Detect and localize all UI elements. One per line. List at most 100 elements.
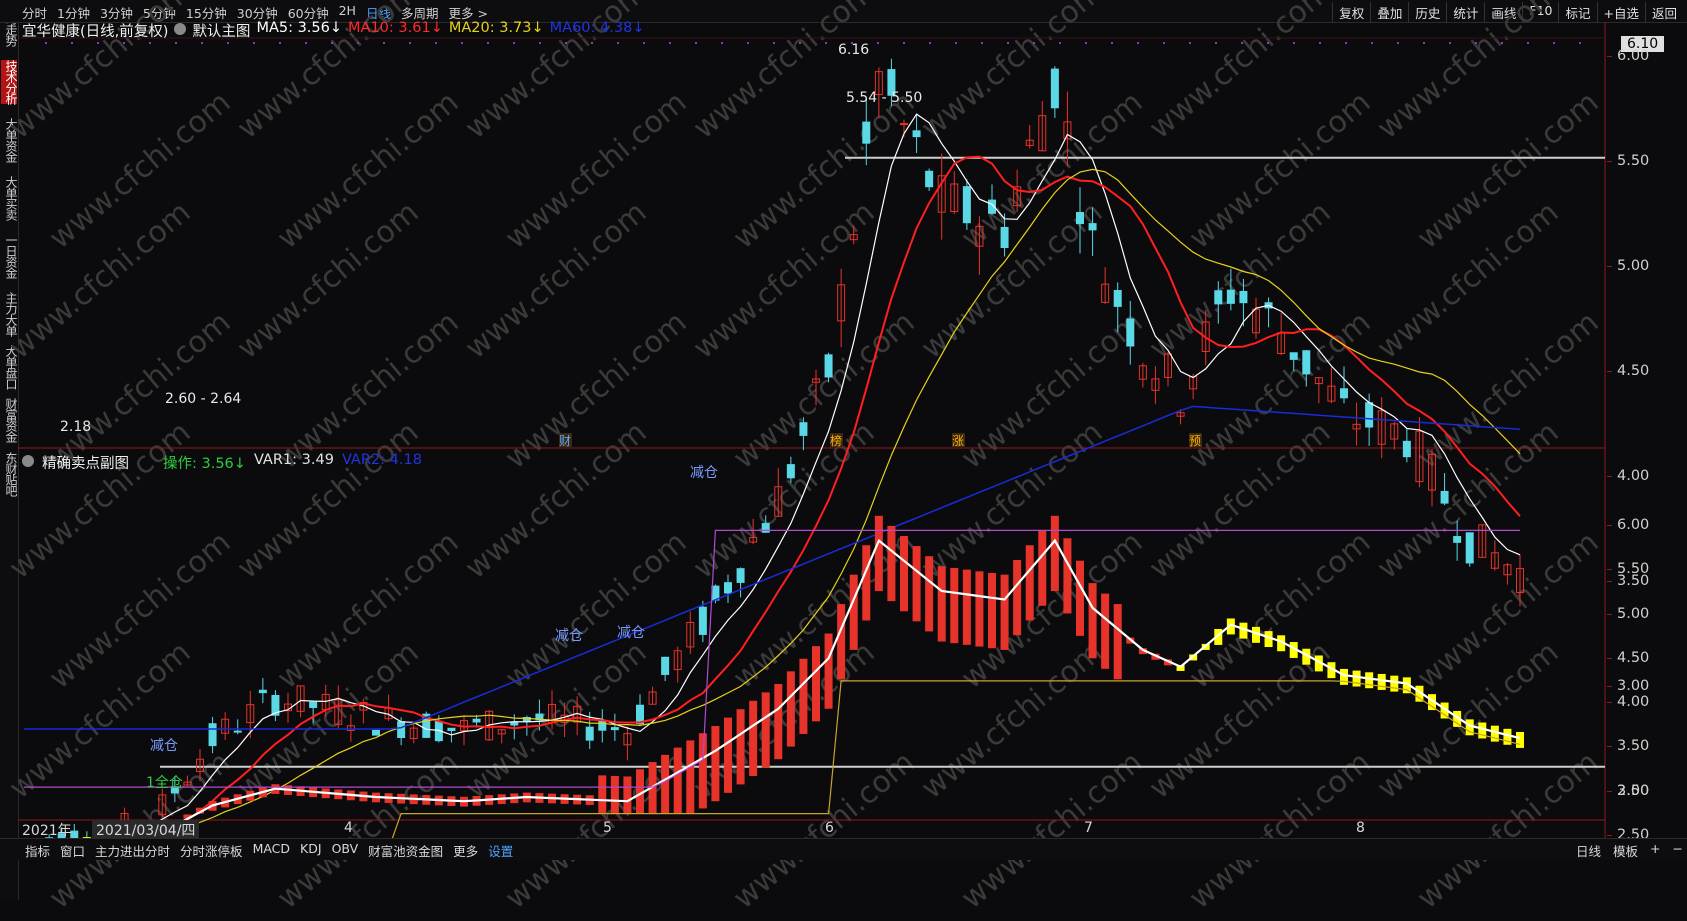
left-tab[interactable]: 东财贴吧 [4, 452, 18, 496]
candle-body [258, 689, 267, 694]
candle-body [1314, 377, 1323, 385]
hold-bar [1289, 642, 1298, 658]
period-tab[interactable]: 3分钟 [99, 6, 133, 21]
left-tab[interactable]: 财富资金 [4, 398, 18, 442]
candle-body [912, 130, 921, 138]
event-marker: 预 [1189, 434, 1201, 448]
marker-dot [669, 42, 671, 44]
bottom-control[interactable]: 模板 [1613, 844, 1639, 859]
reduce-signal: 减仓 [555, 628, 583, 644]
bottom-control[interactable]: − [1672, 841, 1683, 856]
stock-title[interactable]: 宜华健康(日线,前复权) [22, 24, 169, 40]
candle-body [636, 704, 644, 725]
sub-chart-title[interactable]: 精确卖点副图 [42, 456, 129, 472]
indicator-tab[interactable]: 分时涨停板 [180, 844, 243, 859]
candle-body [610, 727, 619, 731]
marker-dot [279, 42, 281, 44]
marker-dot [357, 42, 359, 44]
candle-body [1201, 321, 1210, 352]
left-tab[interactable]: 主力大单 [4, 292, 18, 336]
period-tab[interactable]: 5分钟 [142, 6, 176, 21]
marker-dot [1553, 42, 1555, 44]
price-tick: 5.00 [1606, 258, 1650, 274]
right-menu-item[interactable]: 画线 [1484, 2, 1522, 23]
candle-body [988, 199, 996, 214]
left-tab[interactable]: 技术分析 [1, 60, 18, 104]
marker-dot [1293, 42, 1295, 44]
candle-body [1465, 532, 1474, 564]
hold-bar [1440, 702, 1449, 719]
range-low-label: 2.60 - 2.64 [165, 391, 241, 407]
candle-body [1516, 568, 1524, 594]
indicator-tab[interactable]: 指标 [25, 844, 51, 859]
indicator-tab[interactable]: 主力进出分时 [95, 844, 171, 859]
indicator-tab[interactable]: 更多 [453, 844, 479, 859]
bottom-control[interactable]: 日线 [1576, 844, 1602, 859]
sub-settings-gear-icon[interactable] [22, 455, 34, 467]
settings-gear-icon[interactable] [174, 23, 187, 35]
period-tab[interactable]: 30分钟 [236, 6, 278, 21]
left-tab[interactable]: 大单资金 [4, 118, 18, 162]
date-axis: 2021年 2021/03/04/四 4 5 6 7 8 [18, 820, 1608, 840]
marker-dot [1371, 42, 1373, 44]
main-chart-header: 宜华健康(日线,前复权) 默认主图 MA5: 3.56↓ MA10: 3.61↓… [22, 20, 644, 41]
hold-bar [1214, 628, 1223, 645]
left-tab[interactable]: 一日资金 [4, 234, 18, 278]
signal-bar [925, 556, 934, 632]
signal-bar [1088, 583, 1097, 659]
indicator-tab[interactable]: 财富池资金图 [368, 844, 444, 859]
signal-bar [849, 574, 858, 650]
left-tab[interactable]: 大单盘口 [4, 345, 18, 389]
hold-bar [1327, 662, 1336, 679]
period-tab[interactable]: 15分钟 [185, 6, 227, 21]
signal-bar [900, 536, 908, 612]
right-menu-item[interactable]: 返回 [1644, 2, 1683, 23]
price-tick: 4.00 [1606, 468, 1650, 484]
right-menu-item[interactable]: 历史 [1408, 2, 1446, 23]
hold-bar [1302, 648, 1311, 665]
signal-bar [1063, 538, 1072, 614]
candle-body [397, 721, 406, 739]
candle-body [497, 729, 506, 735]
period-tab[interactable]: 60分钟 [287, 6, 329, 21]
candle-body [749, 537, 758, 543]
candle-body [1189, 376, 1198, 390]
period-tab[interactable]: 日线 [365, 6, 391, 21]
cursor-date: 2021/03/04/四 [92, 820, 200, 840]
bottom-control[interactable]: + [1650, 841, 1661, 856]
period-tab[interactable]: 分时 [22, 6, 48, 21]
var1-value: VAR1: 3.49 [253, 452, 334, 468]
indicator-tab[interactable]: OBV [331, 841, 359, 856]
month-label: 5 [603, 820, 612, 836]
right-menu-item[interactable]: 叠加 [1370, 2, 1408, 23]
last-price-badge: 6.10 [1621, 36, 1665, 52]
indicator-tab[interactable]: 窗口 [60, 844, 86, 859]
right-menu-item[interactable]: 统计 [1446, 2, 1484, 23]
right-menu-item[interactable]: F10 [1522, 2, 1558, 23]
candle-body [221, 718, 230, 734]
indicator-tab[interactable]: KDJ [300, 841, 322, 856]
hold-bar [1277, 635, 1286, 652]
marker-dot [565, 42, 567, 44]
right-menu-item[interactable]: 复权 [1332, 2, 1370, 23]
period-tab[interactable]: 更多 > [448, 6, 488, 21]
hold-bar [1151, 653, 1160, 660]
period-tab[interactable]: 多周期 [400, 6, 439, 21]
right-menu-item[interactable]: +自选 [1596, 2, 1645, 23]
marker-dot [461, 42, 463, 44]
right-menu-item[interactable]: 标记 [1558, 2, 1596, 23]
period-tab[interactable]: 1分钟 [57, 6, 90, 21]
candle-body [598, 720, 607, 731]
hold-bar [1377, 673, 1386, 690]
period-tabs: 分时 1分钟 3分钟 5分钟 15分钟 30分钟 60分钟 2H 日线 多周期 更多 > [22, 3, 488, 22]
indicator-tab[interactable]: 设置 [488, 844, 514, 859]
signal-bar [1038, 530, 1047, 606]
candle-body [1503, 564, 1512, 576]
left-tab[interactable]: 大单买卖 [4, 176, 18, 220]
period-tab[interactable]: 2H [338, 3, 356, 18]
month-label: 6 [825, 820, 834, 836]
candle-body [761, 523, 770, 533]
indicator-tab[interactable]: MACD [252, 841, 291, 856]
template-name[interactable]: 默认主图 [192, 24, 251, 40]
